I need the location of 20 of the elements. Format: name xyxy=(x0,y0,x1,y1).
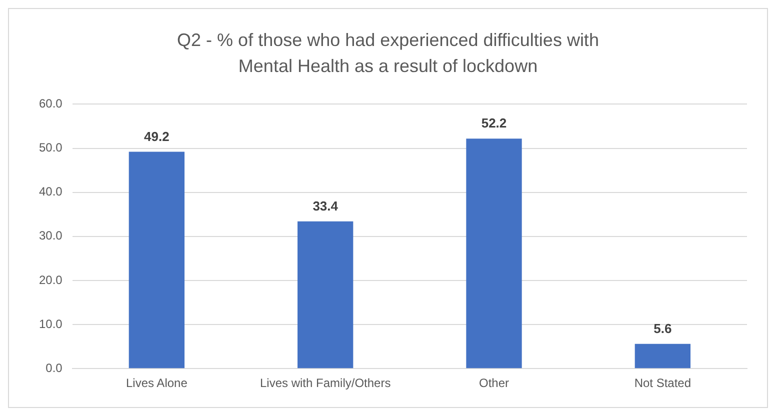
data-label: 5.6 xyxy=(654,321,672,336)
y-tick-label: 0.0 xyxy=(46,360,63,375)
y-tick-label: 60.0 xyxy=(38,96,63,111)
data-label: 49.2 xyxy=(144,128,170,144)
bar xyxy=(634,344,690,368)
data-label: 33.4 xyxy=(312,198,339,214)
bar xyxy=(128,152,185,368)
x-tick-label: Lives with Family/Others xyxy=(260,376,391,390)
y-tick-label: 10.0 xyxy=(38,316,63,331)
x-tick-label: Other xyxy=(479,376,510,390)
data-label: 52.2 xyxy=(481,116,507,131)
chart-title: Q2 - % of those who had experienced difficulties with Mental Health as a result of lockdown xyxy=(176,29,600,78)
y-tick-label: 50.0 xyxy=(38,140,63,155)
x-tick-label: Lives Alone xyxy=(126,376,188,390)
bar xyxy=(298,221,354,368)
bar xyxy=(466,138,522,368)
y-tick-label: 40.0 xyxy=(38,184,63,199)
x-tick-label: Not Stated xyxy=(634,376,692,390)
y-tick-label: 20.0 xyxy=(38,272,63,287)
y-tick-label: 30.0 xyxy=(38,228,63,243)
